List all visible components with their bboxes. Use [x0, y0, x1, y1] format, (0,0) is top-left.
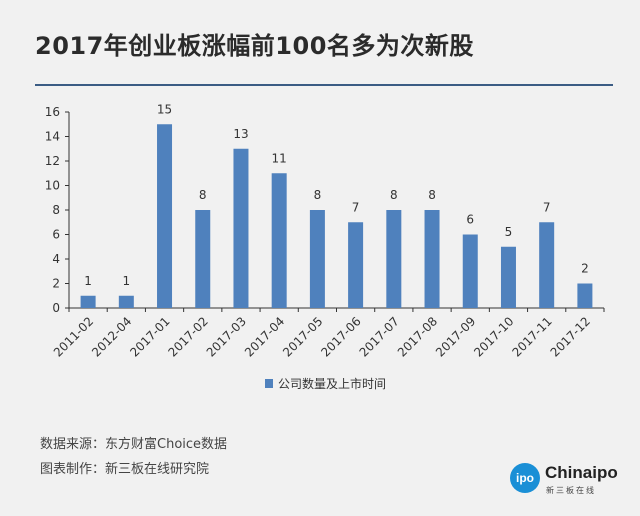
data-label: 8 [314, 188, 322, 202]
y-tick-label: 0 [52, 301, 60, 315]
bar [309, 210, 325, 308]
bar [348, 222, 364, 308]
y-tick-label: 14 [45, 130, 60, 144]
bar [233, 148, 249, 308]
x-tick-label: 2017-09 [433, 314, 478, 359]
chart-title: 2017年创业板涨幅前100名多为次新股 [35, 32, 474, 60]
data-label: 6 [466, 213, 474, 227]
bar [539, 222, 555, 308]
x-tick-label: 2017-05 [280, 314, 325, 359]
data-label: 8 [428, 188, 436, 202]
data-label: 1 [123, 274, 131, 288]
bar [157, 124, 173, 308]
data-label: 5 [505, 225, 513, 239]
x-tick-label: 2017-06 [318, 314, 363, 359]
x-tick-label: 2017-04 [242, 314, 287, 359]
data-label: 13 [233, 127, 248, 141]
data-label: 11 [272, 151, 287, 165]
logo-badge: ipo [510, 463, 540, 493]
x-tick-label: 2011-02 [51, 314, 96, 359]
x-tick-label: 2017-10 [471, 314, 516, 359]
data-label: 15 [157, 102, 172, 116]
bar [424, 210, 440, 308]
x-tick-label: 2017-02 [166, 314, 211, 359]
x-tick-label: 2017-11 [509, 314, 554, 359]
bar [462, 234, 478, 308]
bar [271, 173, 287, 308]
y-tick-label: 12 [45, 154, 60, 168]
data-label: 1 [84, 274, 92, 288]
y-tick-label: 10 [45, 179, 60, 193]
data-source-note: 数据来源：东方财富Choice数据 [40, 437, 228, 452]
x-tick-label: 2017-12 [548, 314, 593, 359]
legend-label: 公司数量及上市时间 [278, 376, 386, 391]
y-tick-label: 8 [52, 203, 60, 217]
data-label: 7 [543, 200, 551, 214]
data-label: 8 [390, 188, 398, 202]
title-divider [35, 84, 613, 86]
bar-chart: 0 2 4 6 8 10 12 14 16 1 2011-02 1 2012-04 15 2017-01 8 2… [45, 102, 605, 391]
x-tick-label: 2017-08 [395, 314, 440, 359]
legend-swatch [265, 379, 273, 388]
chart-maker-note: 图表制作：新三板在线研究院 [40, 462, 210, 477]
bar [500, 246, 516, 308]
y-tick-label: 2 [52, 277, 60, 291]
logo-subtitle: 新三板在线 [546, 486, 596, 495]
bar [80, 295, 96, 308]
y-tick-label: 6 [52, 228, 60, 242]
x-tick-label: 2017-07 [357, 314, 402, 359]
logo-name: Chinaipo [545, 463, 618, 482]
bar [195, 210, 211, 308]
y-tick-label: 4 [52, 252, 60, 266]
data-label: 7 [352, 200, 360, 214]
bar [118, 295, 134, 308]
y-tick-label: 16 [45, 105, 60, 119]
data-label: 2 [581, 262, 589, 276]
bar [577, 283, 593, 308]
data-label: 8 [199, 188, 207, 202]
x-tick-label: 2012-04 [89, 314, 134, 359]
x-tick-label: 2017-01 [127, 314, 172, 359]
bar [386, 210, 402, 308]
x-tick-label: 2017-03 [204, 314, 249, 359]
chinaipo-logo: ipo Chinaipo 新三板在线 [510, 462, 620, 502]
